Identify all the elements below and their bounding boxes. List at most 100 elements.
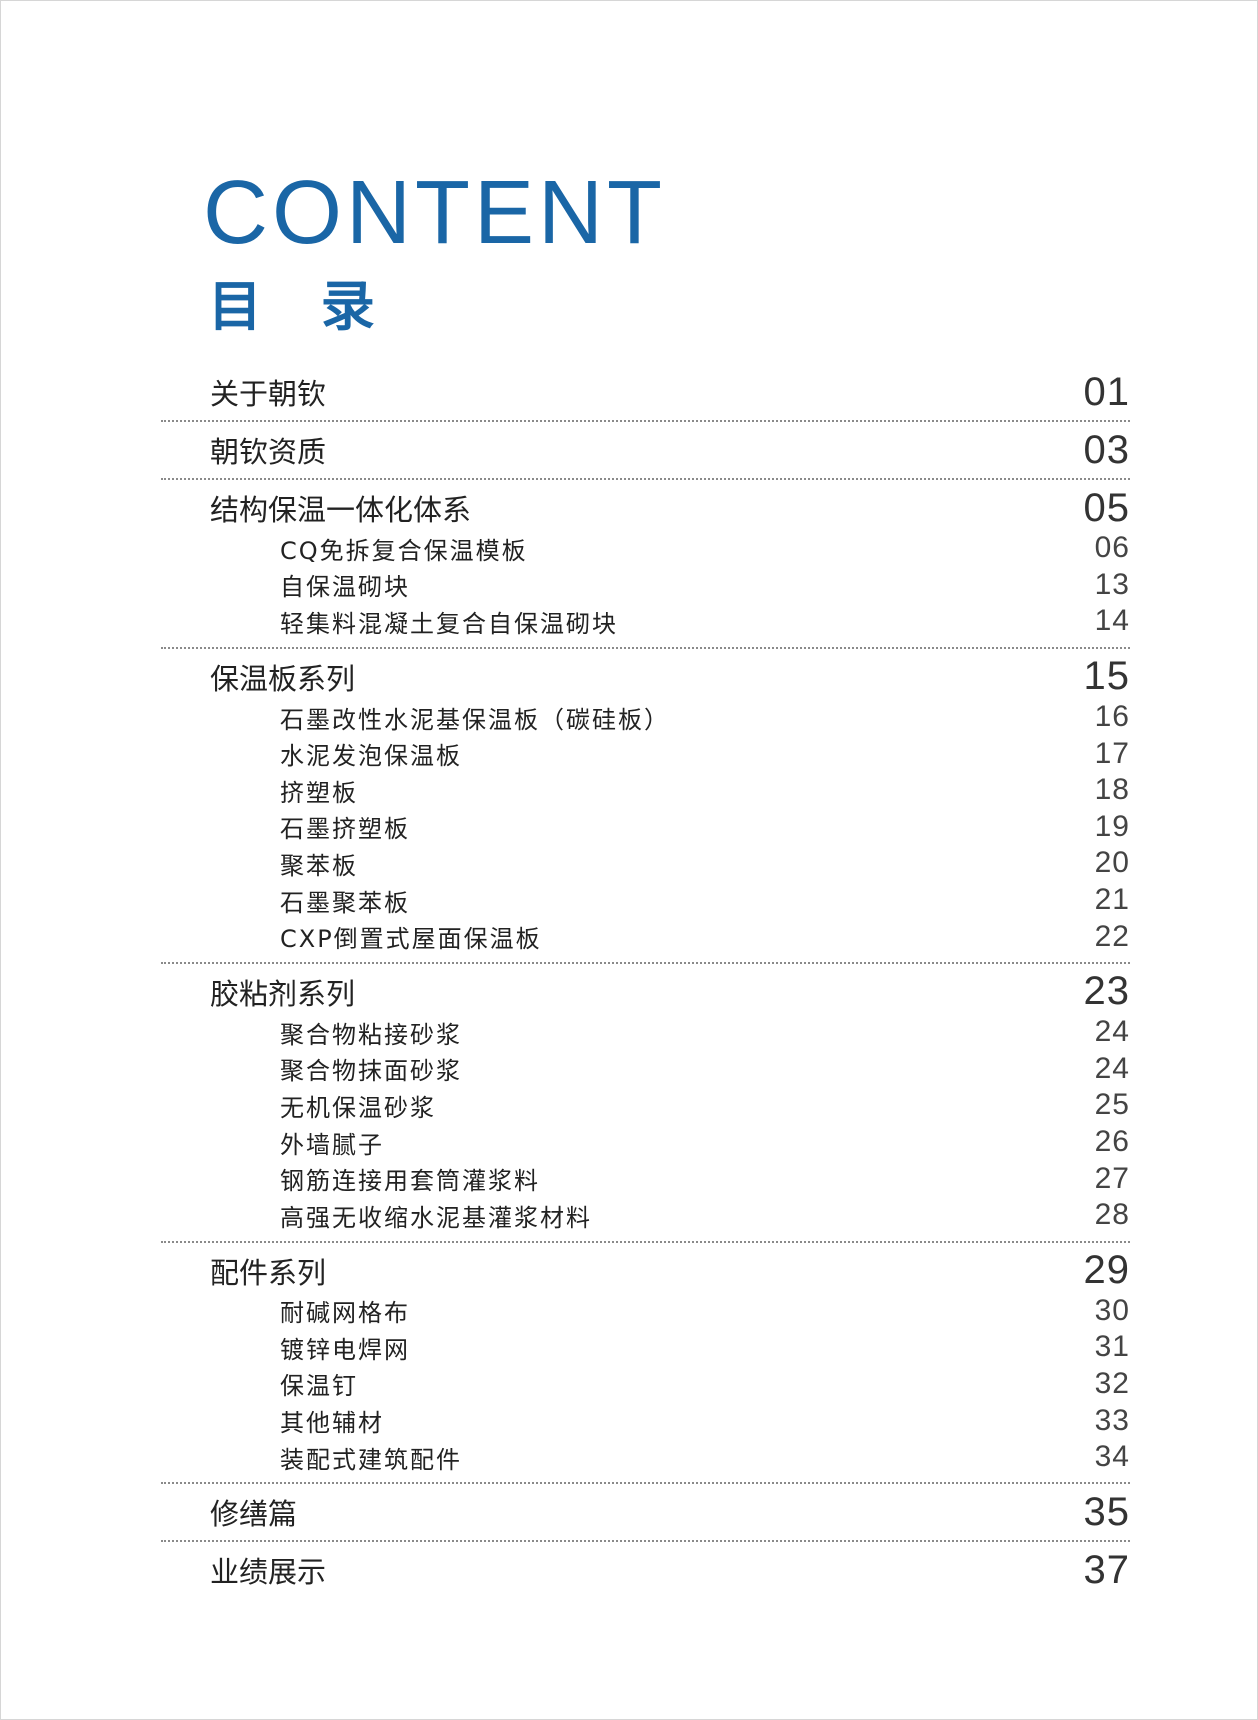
- toc-entry-page: 03: [1083, 427, 1130, 472]
- toc-entry-page: 01: [1083, 369, 1130, 414]
- toc-subentries: CQ免拆复合保温模板 06 自保温砌块 13 轻集料混凝土复合自保温砌块 14: [161, 530, 1130, 647]
- toc-entry-page: 37: [1083, 1547, 1130, 1592]
- toc-subentry[interactable]: 耐碱网格布 30: [161, 1293, 1130, 1330]
- toc-subentry[interactable]: 挤塑板 18: [161, 772, 1130, 809]
- toc-entry[interactable]: 朝钦资质 03: [161, 422, 1130, 478]
- table-of-contents: 关于朝钦 01 朝钦资质 03 结构保温一体化体系 05 CQ免拆复合保温模板 …: [161, 364, 1130, 1598]
- toc-entry[interactable]: 配件系列 29: [161, 1243, 1130, 1299]
- toc-entry[interactable]: 关于朝钦 01: [161, 364, 1130, 420]
- toc-subentry-page: 22: [1094, 919, 1130, 953]
- dotted-divider: [161, 478, 1130, 480]
- toc-section: 胶粘剂系列 23 聚合物粘接砂浆 24 聚合物抹面砂浆 24 无机保温砂浆 25…: [161, 964, 1130, 1243]
- toc-subentry-page: 26: [1094, 1125, 1130, 1159]
- toc-subentry-title: 耐碱网格布: [280, 1299, 410, 1328]
- toc-subentries: 耐碱网格布 30 镀锌电焊网 31 保温钉 32 其他辅材 33 装配式建筑配件…: [161, 1293, 1130, 1483]
- toc-subentry[interactable]: CQ免拆复合保温模板 06: [161, 530, 1130, 567]
- toc-subentry-page: 33: [1094, 1403, 1130, 1437]
- toc-subentry-title: CQ免拆复合保温模板: [280, 536, 528, 565]
- toc-subentry[interactable]: 装配式建筑配件 34: [161, 1439, 1130, 1476]
- toc-subentry-page: 31: [1094, 1330, 1130, 1364]
- toc-entry-title: 胶粘剂系列: [210, 976, 356, 1011]
- toc-subentry[interactable]: 无机保温砂浆 25: [161, 1087, 1130, 1124]
- toc-section: 业绩展示 37: [161, 1542, 1130, 1598]
- toc-subentry[interactable]: 高强无收缩水泥基灌浆材料 28: [161, 1197, 1130, 1234]
- toc-subentry-page: 17: [1094, 736, 1130, 770]
- toc-entry[interactable]: 结构保温一体化体系 05: [161, 480, 1130, 536]
- toc-entry[interactable]: 胶粘剂系列 23: [161, 964, 1130, 1020]
- toc-entry-page: 15: [1083, 654, 1130, 699]
- title-english: CONTENT: [203, 163, 666, 263]
- toc-subentry-page: 18: [1094, 773, 1130, 807]
- toc-subentry[interactable]: 自保温砌块 13: [161, 567, 1130, 604]
- toc-subentry[interactable]: 聚苯板 20: [161, 845, 1130, 882]
- toc-subentry-title: 石墨聚苯板: [280, 888, 410, 917]
- toc-section: 保温板系列 15 石墨改性水泥基保温板（碳硅板） 16 水泥发泡保温板 17 挤…: [161, 649, 1130, 964]
- toc-entry-title: 朝钦资质: [210, 435, 327, 469]
- toc-subentries: 石墨改性水泥基保温板（碳硅板） 16 水泥发泡保温板 17 挤塑板 18 石墨挤…: [161, 699, 1130, 962]
- dotted-divider: [161, 1240, 1130, 1243]
- toc-subentry-title: 自保温砌块: [280, 573, 410, 602]
- toc-subentry[interactable]: 石墨挤塑板 19: [161, 809, 1130, 846]
- toc-subentry-title: 水泥发泡保温板: [280, 742, 462, 771]
- toc-entry-page: 29: [1083, 1248, 1130, 1292]
- toc-subentry-title: 高强无收缩水泥基灌浆材料: [280, 1203, 592, 1232]
- toc-entry-title: 结构保温一体化体系: [210, 493, 472, 527]
- toc-subentry-title: 轻集料混凝土复合自保温砌块: [280, 609, 618, 638]
- toc-subentry[interactable]: 水泥发泡保温板 17: [161, 735, 1130, 772]
- toc-subentry-title: 聚苯板: [280, 851, 358, 880]
- toc-subentry-page: 30: [1094, 1293, 1130, 1327]
- dotted-divider: [161, 961, 1130, 964]
- toc-subentry-page: 16: [1094, 700, 1130, 734]
- toc-entry-title: 关于朝钦: [210, 377, 327, 411]
- toc-subentry-page: 28: [1094, 1198, 1130, 1232]
- toc-subentry[interactable]: 保温钉 32: [161, 1366, 1130, 1403]
- toc-entry-title: 配件系列: [210, 1255, 327, 1290]
- toc-subentry-title: 无机保温砂浆: [280, 1093, 436, 1122]
- toc-subentry-title: 钢筋连接用套筒灌浆料: [280, 1167, 540, 1196]
- toc-section: 朝钦资质 03: [161, 422, 1130, 480]
- toc-subentry-page: 24: [1094, 1051, 1130, 1085]
- title-chinese: 目 录: [208, 275, 395, 338]
- toc-subentry-page: 32: [1094, 1366, 1130, 1400]
- toc-subentry[interactable]: CXP倒置式屋面保温板 22: [161, 918, 1130, 955]
- dotted-divider: [161, 646, 1130, 649]
- toc-subentry-page: 06: [1094, 531, 1130, 565]
- toc-subentry-page: 27: [1094, 1161, 1130, 1195]
- toc-subentry[interactable]: 聚合物粘接砂浆 24: [161, 1014, 1130, 1051]
- dotted-divider: [161, 420, 1130, 422]
- dotted-divider: [161, 1540, 1130, 1543]
- toc-subentries: 聚合物粘接砂浆 24 聚合物抹面砂浆 24 无机保温砂浆 25 外墙腻子 26 …: [161, 1014, 1130, 1241]
- toc-subentry[interactable]: 其他辅材 33: [161, 1402, 1130, 1439]
- toc-subentry-title: 聚合物抹面砂浆: [280, 1057, 462, 1086]
- toc-subentry-title: 镀锌电焊网: [280, 1335, 410, 1364]
- toc-subentry-title: CXP倒置式屋面保温板: [280, 925, 542, 954]
- dotted-divider: [161, 1482, 1130, 1485]
- toc-subentry[interactable]: 石墨改性水泥基保温板（碳硅板） 16: [161, 699, 1130, 736]
- toc-subentry-page: 24: [1094, 1015, 1130, 1049]
- toc-subentry-title: 石墨改性水泥基保温板（碳硅板）: [280, 705, 670, 734]
- toc-subentry[interactable]: 轻集料混凝土复合自保温砌块 14: [161, 603, 1130, 640]
- toc-subentry-page: 34: [1094, 1440, 1130, 1474]
- toc-entry-title: 保温板系列: [210, 661, 356, 696]
- toc-section: 配件系列 29 耐碱网格布 30 镀锌电焊网 31 保温钉 32 其他辅材 33…: [161, 1243, 1130, 1485]
- toc-entry-title: 业绩展示: [210, 1555, 327, 1590]
- toc-subentry-page: 13: [1094, 567, 1130, 601]
- toc-subentry-title: 其他辅材: [280, 1409, 384, 1438]
- toc-subentry[interactable]: 外墙腻子 26: [161, 1124, 1130, 1161]
- toc-subentry[interactable]: 镀锌电焊网 31: [161, 1329, 1130, 1366]
- toc-subentry-title: 石墨挤塑板: [280, 815, 410, 844]
- toc-subentry-title: 聚合物粘接砂浆: [280, 1020, 462, 1049]
- toc-entry-page: 35: [1083, 1489, 1130, 1534]
- toc-subentry-title: 挤塑板: [280, 778, 358, 807]
- toc-subentry[interactable]: 钢筋连接用套筒灌浆料 27: [161, 1160, 1130, 1197]
- toc-subentry-title: 保温钉: [280, 1372, 358, 1401]
- toc-entry[interactable]: 修缮篇 35: [161, 1484, 1130, 1540]
- toc-entry-page: 23: [1083, 969, 1130, 1014]
- toc-entry[interactable]: 业绩展示 37: [161, 1542, 1130, 1598]
- toc-entry[interactable]: 保温板系列 15: [161, 649, 1130, 705]
- toc-subentry-page: 21: [1094, 883, 1130, 917]
- toc-subentry-page: 14: [1094, 604, 1130, 638]
- toc-entry-title: 修缮篇: [210, 1497, 298, 1532]
- toc-subentry[interactable]: 聚合物抹面砂浆 24: [161, 1051, 1130, 1088]
- toc-subentry[interactable]: 石墨聚苯板 21: [161, 882, 1130, 919]
